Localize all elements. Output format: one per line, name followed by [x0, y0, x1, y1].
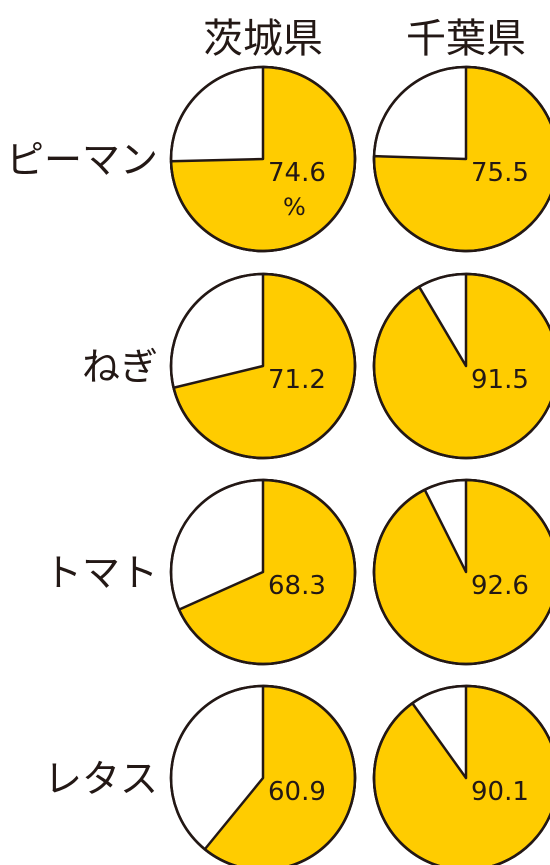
pie: 75.5	[372, 65, 550, 253]
pie: 91.5	[372, 272, 550, 460]
pie: 71.2	[169, 272, 357, 460]
value-label: 74.6	[268, 158, 326, 188]
pie: 60.9	[169, 684, 357, 865]
row-label: ピーマン	[6, 138, 158, 182]
pie-outline	[169, 684, 357, 865]
value-label: 68.3	[268, 571, 326, 601]
pie: 68.3	[169, 478, 357, 666]
pie-outline	[169, 65, 357, 253]
unit-label: %	[283, 193, 306, 221]
pie: 90.1	[372, 684, 550, 865]
value-label: 92.6	[471, 571, 529, 601]
pie-outline	[169, 478, 357, 666]
pie: 74.6%	[169, 65, 357, 253]
value-label: 71.2	[268, 365, 326, 395]
column-header: 茨城県	[203, 16, 323, 62]
value-label: 60.9	[268, 777, 326, 807]
value-label: 90.1	[471, 777, 529, 807]
column-header: 千葉県	[406, 16, 526, 62]
pie-outline	[372, 65, 550, 253]
pie-outline	[372, 684, 550, 865]
pie-outline	[372, 272, 550, 460]
pie-outline	[169, 272, 357, 460]
row-label: レタス	[44, 757, 158, 801]
value-label: 91.5	[471, 365, 529, 395]
row-label: ねぎ	[82, 345, 158, 389]
pie-outline	[372, 478, 550, 666]
pie: 92.6	[372, 478, 550, 666]
row-label: トマト	[44, 551, 158, 595]
value-label: 75.5	[471, 158, 529, 188]
